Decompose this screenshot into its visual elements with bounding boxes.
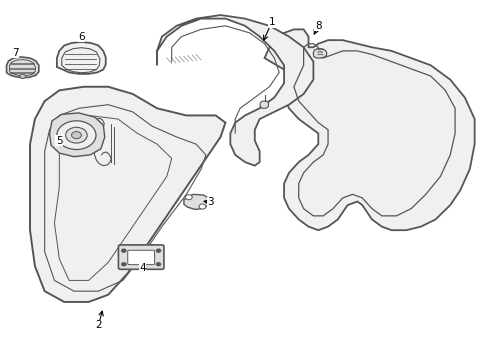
Circle shape <box>57 121 96 149</box>
Polygon shape <box>49 113 105 157</box>
Text: 5: 5 <box>56 136 63 145</box>
Text: 7: 7 <box>12 48 19 58</box>
Polygon shape <box>157 15 314 166</box>
Text: 6: 6 <box>78 32 85 41</box>
Text: 2: 2 <box>95 320 102 330</box>
Circle shape <box>122 249 126 252</box>
FancyBboxPatch shape <box>128 250 155 265</box>
Polygon shape <box>57 42 106 74</box>
Circle shape <box>72 132 81 139</box>
Polygon shape <box>260 101 269 108</box>
Circle shape <box>156 262 161 266</box>
Circle shape <box>20 74 25 78</box>
Circle shape <box>66 127 87 143</box>
Text: 4: 4 <box>139 263 146 273</box>
Circle shape <box>199 204 206 209</box>
Polygon shape <box>314 49 327 58</box>
Circle shape <box>156 249 161 252</box>
FancyBboxPatch shape <box>119 245 164 269</box>
Text: 8: 8 <box>315 21 321 31</box>
Polygon shape <box>6 57 39 77</box>
Polygon shape <box>184 194 210 210</box>
Circle shape <box>122 262 126 266</box>
Polygon shape <box>30 87 225 302</box>
Polygon shape <box>265 30 475 230</box>
Text: 3: 3 <box>207 197 214 207</box>
Text: 1: 1 <box>269 17 275 27</box>
Circle shape <box>185 195 192 200</box>
